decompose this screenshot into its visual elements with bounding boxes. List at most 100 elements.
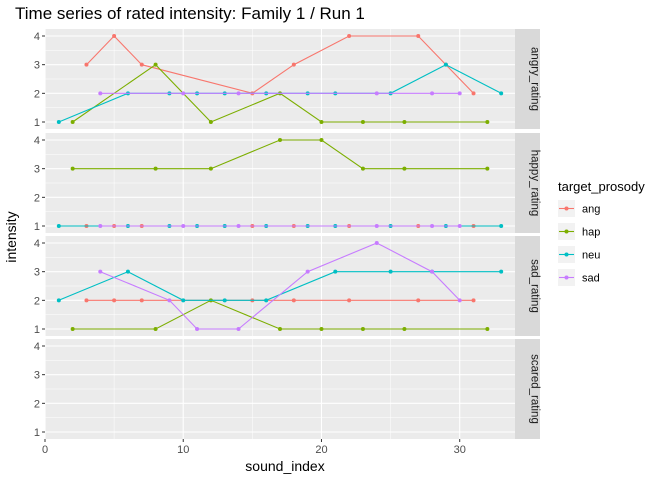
- data-point-sad: [430, 91, 435, 96]
- data-point-ang: [471, 91, 476, 96]
- legend-key-point: [564, 252, 569, 257]
- data-point-sad: [374, 91, 379, 96]
- legend-item-ang: ang: [558, 200, 600, 217]
- data-point-hap: [485, 327, 490, 331]
- legend-key-point: [564, 206, 569, 211]
- data-point-sad: [374, 241, 379, 245]
- data-point-sad: [98, 269, 103, 274]
- data-point-neu: [499, 269, 504, 274]
- data-point-sad: [98, 224, 103, 228]
- data-point-hap: [208, 120, 213, 124]
- chart-title: Time series of rated intensity: Family 1…: [15, 4, 365, 23]
- data-point-neu: [56, 120, 61, 124]
- data-point-ang: [112, 298, 117, 303]
- data-point-hap: [360, 166, 365, 171]
- data-point-ang: [139, 298, 144, 303]
- facet-strip: [515, 339, 540, 439]
- y-tick-label: 1: [34, 221, 40, 233]
- series-hap: [70, 298, 490, 331]
- y-axis-title: intensity: [3, 211, 19, 262]
- series-line-hap: [72, 63, 488, 123]
- data-point-ang: [139, 62, 144, 67]
- y-tick-label: 2: [34, 295, 40, 307]
- facet-strip-label: angry_rating: [529, 47, 541, 111]
- data-point-neu: [264, 298, 269, 303]
- data-point-sad: [430, 224, 435, 228]
- series-line-hap: [72, 139, 488, 170]
- data-point-sad: [236, 224, 241, 228]
- data-point-hap: [360, 327, 365, 331]
- series-sad: [98, 241, 462, 331]
- facet-happy-rating: 1 2 3 4 happy_rating: [34, 133, 541, 233]
- data-point-sad: [236, 327, 241, 331]
- y-tick-label: 2: [34, 192, 40, 204]
- data-point-sad: [167, 298, 172, 303]
- y-tick-label: 2: [34, 88, 40, 100]
- legend-item-neu: neu: [558, 246, 600, 263]
- data-point-ang: [84, 62, 89, 67]
- data-point-ang: [291, 298, 296, 303]
- legend-label: neu: [582, 250, 600, 262]
- facet-panels: 1 2 3 4 angry_rating 1 2 3 4 happy_rating 1 2 3 4 sad_…: [34, 29, 541, 456]
- data-point-hap: [70, 166, 75, 171]
- data-point-hap: [319, 120, 324, 124]
- data-point-neu: [388, 269, 393, 274]
- data-point-ang: [416, 34, 421, 38]
- data-point-hap: [153, 62, 158, 67]
- data-point-sad: [374, 224, 379, 228]
- facet-scared-rating: 1 2 3 4 scared_rating 0 10 20 30: [34, 339, 541, 456]
- data-point-ang: [347, 298, 352, 303]
- y-tick-label: 1: [34, 324, 40, 336]
- data-point-hap: [485, 166, 490, 171]
- data-point-hap: [278, 327, 282, 331]
- legend: target_prosody ang hap neu sad: [558, 179, 645, 286]
- data-point-neu: [56, 224, 61, 228]
- data-point-sad: [430, 269, 435, 274]
- data-point-sad: [181, 224, 186, 228]
- y-tick-label: 3: [34, 164, 40, 176]
- y-tick-label: 4: [34, 238, 40, 250]
- legend-key-point: [564, 275, 569, 280]
- facet-strip: [515, 236, 540, 336]
- legend-label: sad: [582, 273, 600, 285]
- facet-sad-rating: 1 2 3 4 sad_rating: [34, 236, 541, 336]
- data-point-neu: [499, 224, 504, 228]
- data-point-neu: [222, 298, 227, 303]
- data-point-neu: [333, 269, 338, 274]
- series-hap: [70, 62, 490, 124]
- data-point-hap: [278, 138, 282, 142]
- x-tick-label: 10: [177, 444, 189, 456]
- y-tick-label: 4: [34, 341, 40, 353]
- data-point-ang: [112, 34, 117, 38]
- legend-title: target_prosody: [558, 179, 645, 194]
- data-point-hap: [70, 120, 75, 124]
- data-point-ang: [291, 62, 296, 67]
- facet-strip-label: scared_rating: [529, 354, 541, 424]
- data-point-hap: [70, 327, 75, 331]
- series-hap: [70, 138, 490, 171]
- legend-label: ang: [582, 204, 600, 216]
- y-tick-label: 4: [34, 135, 40, 147]
- x-tick-label: 20: [315, 444, 327, 456]
- series-ang: [84, 34, 476, 96]
- data-point-hap: [402, 166, 407, 171]
- legend-key-point: [564, 229, 569, 234]
- data-point-sad: [457, 224, 462, 228]
- data-point-sad: [457, 91, 462, 96]
- y-tick-label: 4: [34, 31, 40, 43]
- x-axis-title: sound_index: [245, 458, 324, 474]
- data-point-hap: [208, 166, 213, 171]
- y-tick-label: 1: [34, 117, 40, 129]
- series-sad: [98, 91, 462, 96]
- y-tick-label: 2: [34, 398, 40, 410]
- x-tick-label: 30: [454, 444, 466, 456]
- data-point-hap: [402, 120, 407, 124]
- facet-angry-rating: 1 2 3 4 angry_rating: [34, 29, 541, 129]
- data-point-ang: [347, 34, 352, 38]
- data-point-hap: [485, 120, 490, 124]
- data-point-sad: [236, 91, 241, 96]
- facet-strip: [515, 29, 540, 129]
- data-point-ang: [471, 298, 476, 303]
- y-tick-label: 3: [34, 60, 40, 72]
